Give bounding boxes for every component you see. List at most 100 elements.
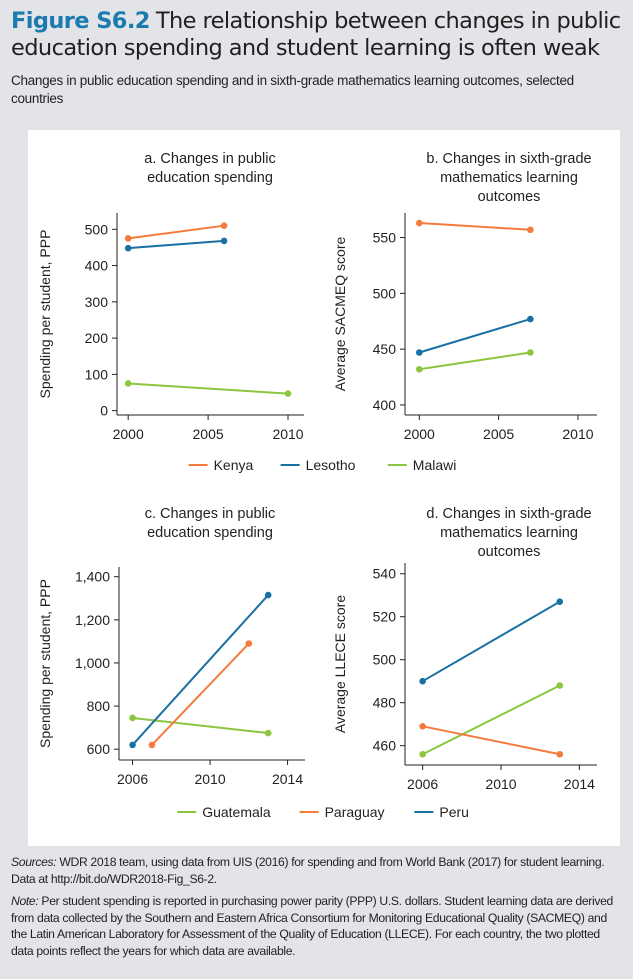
legend-2: Guatemala Paraguay Peru [177, 804, 469, 820]
y-tick-label: 600 [87, 741, 111, 757]
chart-d: d. Changes in sixth-grade mathematics lea… [332, 506, 597, 792]
y-tick-label: 300 [85, 294, 109, 310]
series-line [422, 600, 561, 683]
data-point [129, 741, 136, 749]
series-line [418, 318, 531, 354]
legend-label: Peru [439, 804, 469, 820]
chart-title-line: education spending [147, 170, 273, 186]
data-point [124, 380, 132, 387]
y-tick-label: 540 [373, 566, 397, 582]
legend-label: Lesotho [306, 457, 356, 473]
data-point [415, 219, 423, 227]
data-point [419, 677, 426, 685]
chart-title-line: education spending [147, 525, 273, 541]
y-axis-label: Average SACMEQ score [332, 237, 348, 392]
y-tick-label: 550 [373, 230, 397, 246]
series-line [128, 239, 225, 250]
chart-title: d. Changes in sixth-grade mathematics lea… [426, 506, 591, 560]
series-peru [419, 598, 564, 685]
legend-item-guatemala: Guatemala [177, 804, 271, 820]
y-tick-label: 500 [85, 221, 109, 237]
chart-c: c. Changes in public education spending 60… [37, 506, 305, 787]
data-point [129, 714, 136, 722]
x-tick-label: 2010 [485, 776, 516, 792]
data-point [527, 315, 534, 323]
x-tick-label: 2010 [272, 426, 303, 442]
legend-label: Guatemala [202, 804, 271, 820]
data-point [527, 349, 534, 356]
legend-item-lesotho: Lesotho [280, 457, 356, 473]
data-point [264, 591, 272, 599]
x-tick-label: 2005 [193, 426, 224, 442]
y-axis-label: Average LLECE score [332, 595, 348, 733]
data-point [527, 226, 534, 234]
y-tick-label: 480 [373, 695, 397, 711]
figure-label: Figure S6.2 [11, 8, 150, 34]
x-tick-label: 2000 [113, 426, 144, 442]
x-tick-label: 2006 [117, 771, 148, 787]
series-line [151, 642, 250, 746]
y-tick-label: 500 [373, 652, 397, 668]
legend-item-malawi: Malawi [387, 457, 456, 473]
series-line [132, 716, 269, 735]
y-tick-label: 800 [87, 698, 111, 714]
y-tick-label: 1,400 [75, 569, 110, 585]
figure-title: Figure S6.2 The relationship between chan… [11, 8, 626, 62]
y-tick-label: 1,000 [75, 655, 110, 671]
chart-title-line: mathematics learning [440, 525, 578, 541]
x-tick-label: 2010 [194, 771, 225, 787]
legend-label: Kenya [214, 457, 254, 473]
data-point [220, 222, 228, 229]
chart-b: b. Changes in sixth-grade mathematics lea… [332, 151, 597, 442]
series-line [419, 222, 531, 231]
series-line [419, 351, 531, 371]
figure-title-text: The relationship between changes in publ… [11, 8, 621, 61]
chart-title-line: c. Changes in public [145, 506, 276, 522]
method-note: Note: Per student spending is reported i… [11, 894, 613, 958]
series-paraguay [419, 723, 564, 758]
chart-title: b. Changes in sixth-grade mathematics lea… [426, 151, 591, 205]
data-point [419, 723, 426, 730]
y-tick-label: 1,200 [75, 612, 110, 628]
legend-item-kenya: Kenya [188, 457, 254, 473]
y-tick-label: 460 [373, 738, 397, 754]
chart-title-line: mathematics learning [440, 170, 578, 186]
series-line [128, 224, 225, 240]
data-point [284, 390, 292, 397]
notes: Sources: WDR 2018 team, using data from … [11, 854, 623, 965]
data-point [415, 365, 423, 373]
series-lesotho [124, 237, 228, 252]
sources-note: Sources: WDR 2018 team, using data from … [11, 855, 605, 886]
y-tick-label: 200 [85, 330, 109, 346]
data-point [556, 682, 564, 689]
y-axis-label: Spending per student, PPP [37, 579, 53, 748]
series-malawi [124, 380, 292, 397]
data-point [148, 741, 156, 749]
legend-item-peru: Peru [414, 804, 469, 820]
data-point [264, 729, 272, 737]
chart-title: a. Changes in public education spending [144, 151, 275, 186]
y-tick-label: 520 [373, 609, 397, 625]
series-guatemala [419, 682, 564, 758]
series-kenya [415, 219, 534, 234]
series-lesotho [415, 315, 534, 356]
y-tick-label: 400 [373, 397, 397, 413]
series-line [131, 594, 269, 746]
data-point [124, 244, 132, 252]
x-tick-label: 2000 [404, 426, 435, 442]
legend-label: Paraguay [325, 804, 385, 820]
series-paraguay [148, 640, 253, 749]
series-line [422, 725, 560, 756]
chart-title-line: outcomes [478, 189, 541, 205]
data-point [245, 640, 253, 647]
legend-item-paraguay: Paraguay [299, 804, 385, 820]
series-line [128, 382, 289, 395]
data-point [556, 750, 564, 758]
x-tick-label: 2014 [272, 771, 303, 787]
y-axis-label: Spending per student, PPP [37, 230, 53, 399]
data-point [220, 237, 228, 245]
chart-title-line: outcomes [478, 544, 541, 560]
chart-title: c. Changes in public education spending [145, 506, 276, 541]
chart-title-line: b. Changes in sixth-grade [426, 151, 591, 167]
